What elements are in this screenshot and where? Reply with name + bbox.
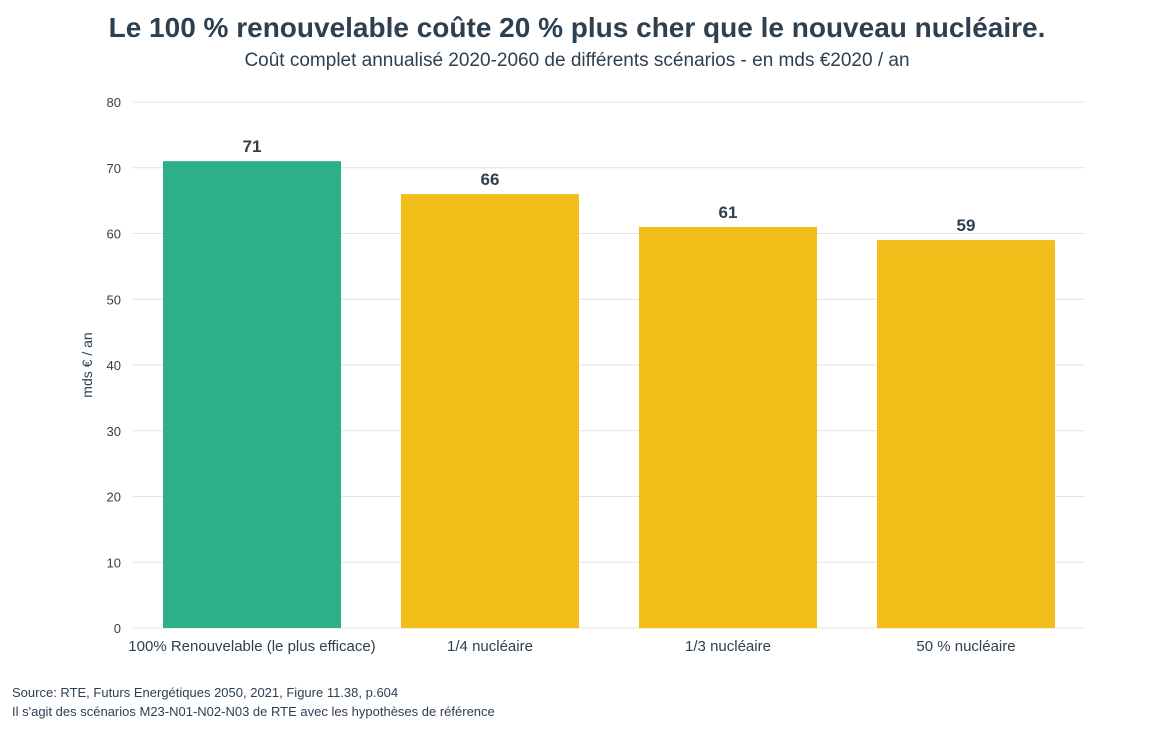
value-labels: 71 66 61 59	[243, 137, 976, 235]
y-tick-label: 0	[114, 621, 121, 636]
bar-value-label: 59	[957, 216, 976, 235]
y-tick-label: 10	[107, 555, 121, 570]
bar	[401, 194, 579, 629]
category-label: 1/4 nucléaire	[447, 638, 533, 655]
category-label: 50 % nucléaire	[916, 638, 1015, 655]
y-tick-label: 20	[107, 490, 121, 505]
category-label: 100% Renouvelable (le plus efficace)	[128, 638, 375, 655]
bar	[163, 161, 341, 629]
y-tick-label: 70	[107, 161, 121, 176]
bar-value-label: 71	[243, 137, 262, 156]
bar-value-label: 61	[719, 203, 738, 222]
bar	[639, 226, 817, 629]
category-label: 1/3 nucléaire	[685, 638, 771, 655]
source-note: Source: RTE, Futurs Energétiques 2050, 2…	[12, 683, 495, 721]
source-line: Il s'agit des scénarios M23-N01-N02-N03 …	[12, 704, 495, 719]
y-tick-labels: 0 10 20 30 40 50 60 70 80	[107, 95, 121, 636]
chart-subtitle: Coût complet annualisé 2020-2060 de diff…	[244, 50, 910, 71]
source-line: Source: RTE, Futurs Energétiques 2050, 2…	[12, 685, 399, 700]
bar-value-label: 66	[481, 170, 500, 189]
y-axis-label: mds € / an	[79, 332, 95, 397]
bar	[877, 240, 1055, 628]
y-tick-label: 40	[107, 358, 121, 373]
y-tick-label: 30	[107, 424, 121, 439]
category-labels: 100% Renouvelable (le plus efficace) 1/4 …	[128, 638, 1015, 655]
bars	[163, 161, 1055, 629]
y-tick-label: 50	[107, 292, 121, 307]
y-tick-label: 80	[107, 95, 121, 110]
chart-title: Le 100 % renouvelable coûte 20 % plus ch…	[108, 12, 1046, 43]
y-tick-label: 60	[107, 227, 121, 242]
